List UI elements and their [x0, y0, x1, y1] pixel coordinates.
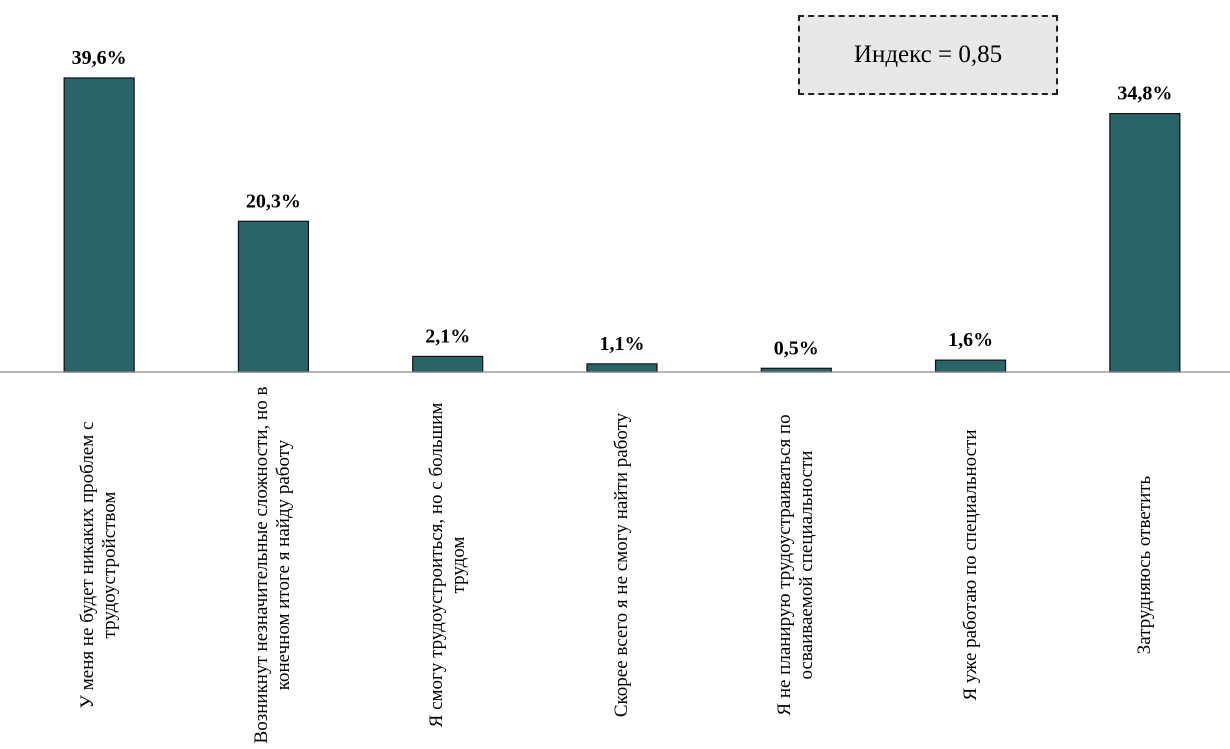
- value-label: 1,1%: [600, 333, 645, 355]
- x-tick-label: Я смогу трудоустроиться, но с большим тр…: [425, 402, 469, 728]
- x-tick-label: Возникнут незначительные сложности, но в…: [251, 386, 295, 744]
- x-tick-label: Затрудняюсь ответить: [1133, 475, 1155, 655]
- value-label: 2,1%: [425, 325, 470, 347]
- bar: [934, 359, 1007, 373]
- x-tick-label: Я не планирую трудоустраиваться по осваи…: [774, 414, 818, 716]
- value-label: 1,6%: [948, 329, 993, 351]
- x-tick-label: У меня не будет никаких проблем с трудоу…: [77, 421, 121, 709]
- bar: [412, 355, 484, 373]
- x-tick-label: Скорее всего я не смогу найти работу: [611, 412, 632, 718]
- value-label: 34,8%: [1117, 83, 1172, 105]
- value-label: 0,5%: [774, 337, 819, 359]
- value-label: 39,6%: [72, 47, 127, 69]
- x-tick-label: Я уже работаю по специальности: [959, 429, 981, 701]
- bar: [586, 363, 658, 373]
- value-label: 20,3%: [246, 190, 301, 212]
- bar: [63, 77, 135, 373]
- bar: [1109, 113, 1181, 373]
- annotation: Индекс = 0,85: [798, 15, 1058, 95]
- bar: [237, 220, 310, 373]
